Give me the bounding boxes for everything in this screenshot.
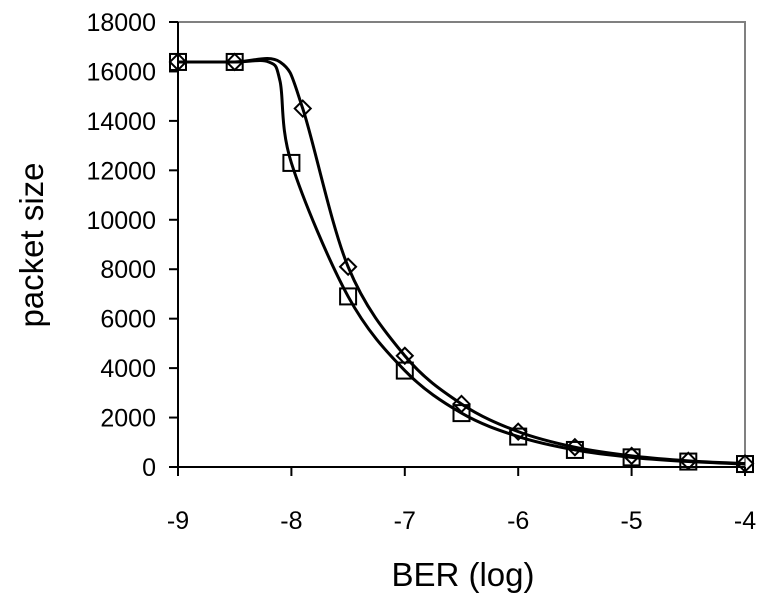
x-tick-label: -8 <box>280 507 302 535</box>
series-2-line <box>178 59 746 466</box>
series-2-square-marker <box>622 448 641 467</box>
y-tick-label: 6000 <box>100 306 156 334</box>
y-axis-title: packet size <box>13 162 50 327</box>
x-tick-label: -9 <box>167 507 189 535</box>
x-axis-ticks: -9 -8 -7 -6 -5 -4 <box>167 467 756 535</box>
y-tick-label: 8000 <box>100 256 156 284</box>
x-axis-title: BER (log) <box>391 556 534 593</box>
series-2-square-marker <box>565 440 584 459</box>
series-1-diamond-marker <box>622 446 642 466</box>
series-1-diamond-marker <box>565 437 585 457</box>
x-tick-label: -6 <box>507 507 529 535</box>
y-tick-label: 18000 <box>86 9 156 37</box>
series-1-diamond-marker <box>395 346 415 366</box>
series-1-diamond-marker <box>338 257 358 277</box>
series-2-square-marker <box>679 452 698 471</box>
series-2-square-marker <box>736 455 754 474</box>
y-tick-label: 2000 <box>100 405 156 433</box>
y-tick-label: 16000 <box>86 58 156 86</box>
y-tick-label: 14000 <box>86 108 156 136</box>
series-2-square-marker <box>225 52 244 71</box>
x-tick-label: -4 <box>734 507 756 535</box>
series-2-square-marker <box>452 404 471 423</box>
x-tick-label: -5 <box>620 507 642 535</box>
series-1-diamond-marker <box>293 99 313 118</box>
y-tick-label: 10000 <box>86 207 156 235</box>
series-2-square-marker <box>169 52 187 71</box>
x-tick-label: -7 <box>394 507 416 535</box>
series-layer <box>168 52 755 474</box>
series-2-square-marker <box>282 153 301 172</box>
series-2-square-marker <box>339 287 358 306</box>
y-axis-ticks: 0 2000 4000 6000 8000 10000 12000 14000 16000 180… <box>86 9 178 482</box>
y-tick-label: 0 <box>142 454 156 482</box>
series-2-square-marker <box>395 361 414 380</box>
plot-area <box>177 21 746 468</box>
y-tick-label: 4000 <box>100 355 156 383</box>
y-tick-label: 12000 <box>86 157 156 185</box>
series-2-square-marker <box>509 427 528 446</box>
